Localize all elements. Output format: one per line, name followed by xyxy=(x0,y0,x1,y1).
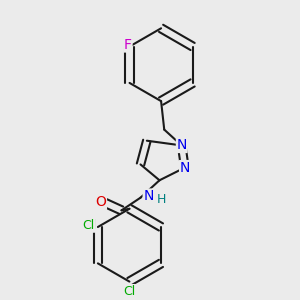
Text: H: H xyxy=(157,193,166,206)
Text: N: N xyxy=(143,189,154,203)
Text: N: N xyxy=(176,138,187,152)
Text: O: O xyxy=(95,195,106,209)
Text: F: F xyxy=(124,38,132,52)
Text: Cl: Cl xyxy=(84,219,96,232)
Text: Cl: Cl xyxy=(123,285,136,298)
Text: N: N xyxy=(180,160,190,175)
Text: Cl: Cl xyxy=(82,219,94,232)
